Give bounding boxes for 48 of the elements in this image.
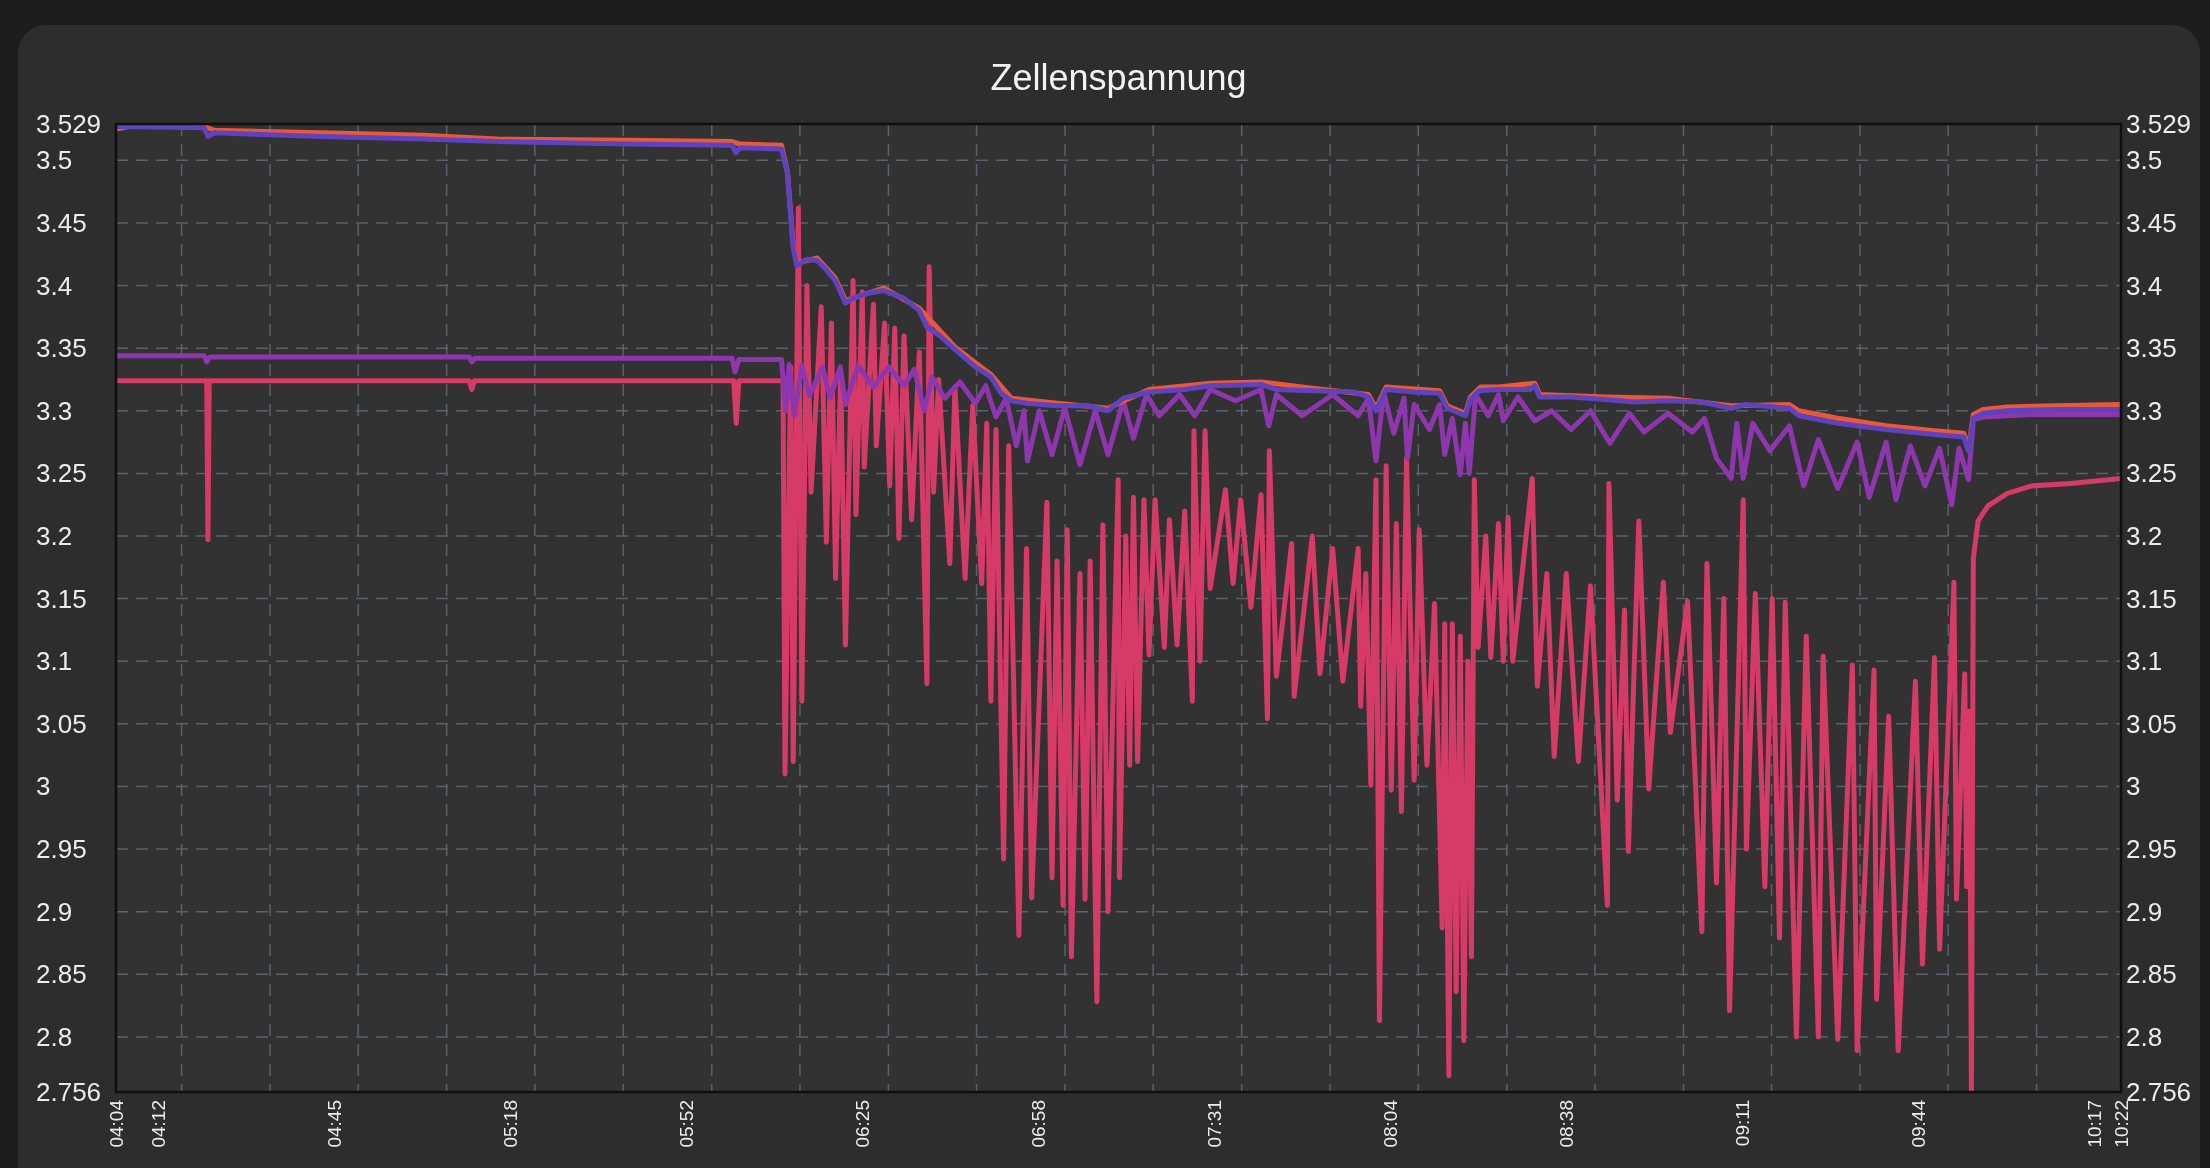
x-tick-label: 10:17 xyxy=(2084,1100,2106,1148)
x-tick-label: 05:52 xyxy=(676,1100,698,1148)
y2-tick-label: 3.15 xyxy=(2126,583,2177,614)
x-tick-label: 04:45 xyxy=(324,1100,346,1148)
y2-tick-label: 3.2 xyxy=(2126,520,2163,551)
y2-tick-label: 3.1 xyxy=(2126,646,2163,677)
y-tick-label: 3.2 xyxy=(36,520,73,551)
y-tick-label: 2.85 xyxy=(36,959,87,990)
y2-tick-label: 3 xyxy=(2126,771,2141,802)
x-tick-label: 10:22 xyxy=(2110,1100,2132,1148)
y2-tick-label: 3.4 xyxy=(2126,270,2163,301)
x-tick-label: 08:38 xyxy=(1556,1100,1578,1148)
y2-tick-label: 2.95 xyxy=(2126,834,2177,865)
x-tick-label: 06:25 xyxy=(852,1100,874,1148)
y2-tick-label: 2.8 xyxy=(2126,1021,2163,1052)
x-tick-label: 06:58 xyxy=(1028,1100,1050,1148)
x-tick-label: 07:31 xyxy=(1204,1100,1226,1148)
y-tick-label: 3.4 xyxy=(36,270,73,301)
y-tick-label: 3.15 xyxy=(36,583,87,614)
y-tick-label: 3.35 xyxy=(36,333,87,364)
y-tick-label: 3.5 xyxy=(36,145,73,176)
y-tick-label: 2.9 xyxy=(36,896,73,927)
y-tick-label: 2.95 xyxy=(36,834,87,865)
y-tick-label: 2.8 xyxy=(36,1021,73,1052)
y2-tick-label: 3.5 xyxy=(2126,145,2163,176)
y-tick-label: 2.756 xyxy=(36,1077,102,1107)
y2-tick-label: 2.85 xyxy=(2126,959,2177,990)
y2-tick-label: 3.05 xyxy=(2126,708,2177,739)
y-tick-label: 3.3 xyxy=(36,395,73,426)
x-tick-label: 04:12 xyxy=(148,1100,170,1148)
y-tick-label: 3.25 xyxy=(36,458,87,489)
x-tick-label: 09:11 xyxy=(1732,1100,1754,1147)
y2-tick-label: 3.25 xyxy=(2126,458,2177,489)
x-tick-label: 05:18 xyxy=(500,1100,522,1148)
y2-tick-label: 3.529 xyxy=(2126,109,2192,139)
y2-tick-label: 3.35 xyxy=(2126,333,2177,364)
x-tick-label: 04:04 xyxy=(105,1099,127,1148)
y2-tick-label: 3.45 xyxy=(2126,207,2177,238)
y-tick-label: 3.529 xyxy=(36,109,102,139)
y2-tick-label: 3.3 xyxy=(2126,395,2163,426)
chart-title: Zellenspannung xyxy=(990,57,1247,98)
x-tick-label: 08:04 xyxy=(1380,1099,1402,1148)
y-tick-label: 3.05 xyxy=(36,708,87,739)
y2-tick-label: 2.9 xyxy=(2126,896,2163,927)
y-tick-label: 3 xyxy=(36,771,51,802)
x-tick-label: 09:44 xyxy=(1908,1099,1930,1148)
y-tick-label: 3.1 xyxy=(36,646,73,677)
y-tick-label: 3.45 xyxy=(36,207,87,238)
